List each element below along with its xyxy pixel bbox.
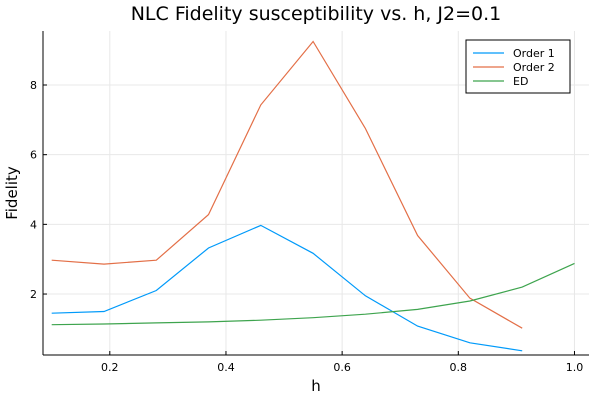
- series-line-order-1: [51, 224, 523, 352]
- y-tick-label: 4: [30, 218, 37, 231]
- x-axis-label: h: [311, 377, 321, 395]
- axes: [42, 31, 589, 356]
- legend-label-order-1: Order 1: [513, 47, 555, 60]
- series-line-order-2: [51, 40, 523, 329]
- series-lines: [51, 40, 575, 352]
- chart-title: NLC Fidelity susceptibility vs. h, J2=0.…: [131, 3, 502, 25]
- y-axis-label: Fidelity: [3, 166, 21, 220]
- y-tick-label: 8: [30, 79, 37, 92]
- y-tick-labels: 2 4 6 8: [30, 79, 37, 301]
- x-tick-labels: 0.2 0.4 0.6 0.8 1.0: [101, 361, 583, 374]
- series-line-ed: [51, 262, 575, 326]
- x-tick-label: 1.0: [566, 361, 584, 374]
- x-tick-label: 0.4: [217, 361, 235, 374]
- x-tick-label: 0.2: [101, 361, 119, 374]
- y-tick-label: 6: [30, 149, 37, 162]
- y-tick-label: 2: [30, 288, 37, 301]
- legend-label-order-2: Order 2: [513, 61, 555, 74]
- legend-label-ed: ED: [513, 75, 528, 88]
- x-tick-label: 0.8: [450, 361, 468, 374]
- x-tick-label: 0.6: [333, 361, 351, 374]
